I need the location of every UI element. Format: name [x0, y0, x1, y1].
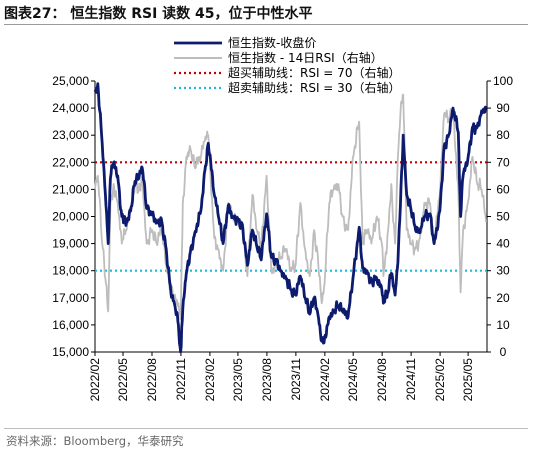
left-tick-label: 17,000: [52, 291, 89, 305]
chart-series: [93, 82, 488, 354]
right-tick-label: 60: [496, 182, 510, 196]
source-divider: [4, 428, 528, 429]
source-note: 资料来源：Bloomberg，华泰研究: [6, 434, 184, 448]
legend-overbought-label: 超买辅助线：RSI = 70（右轴）: [228, 65, 400, 80]
left-tick-label: 23,000: [52, 128, 89, 142]
left-tick-label: 20,000: [52, 210, 89, 224]
right-tick-label: 90: [496, 101, 510, 115]
left-tick-label: 16,000: [52, 318, 89, 332]
right-tick-label: 70: [496, 155, 510, 169]
x-tick-label: 2024/02: [318, 358, 332, 402]
rsi-series-line: [94, 93, 487, 321]
left-tick-label: 25,000: [52, 74, 89, 88]
right-tick-label: 100: [493, 74, 513, 88]
right-tick-label: 10: [496, 318, 510, 332]
x-tick-label: 2023/02: [203, 358, 217, 402]
legend-rsi-label: 恒生指数 - 14日RSI（右轴）: [228, 50, 383, 65]
legend-oversold-label: 超卖辅助线：RSI = 30（右轴）: [228, 80, 400, 95]
right-tick-label: 0: [500, 345, 507, 359]
left-tick-label: 22,000: [52, 155, 89, 169]
right-tick-label: 30: [496, 264, 510, 278]
x-tick-label: 2025/02: [433, 358, 447, 402]
left-tick-label: 21,000: [52, 182, 89, 196]
x-tick-label: 2024/11: [404, 358, 418, 401]
x-tick-label: 2022/08: [145, 358, 159, 402]
right-tick-label: 20: [496, 291, 510, 305]
left-tick-label: 24,000: [52, 101, 89, 115]
x-tick-label: 2023/11: [289, 358, 303, 401]
title-divider: [4, 24, 528, 25]
index-series-line: [93, 82, 488, 354]
chart-axes: 15,000 16,000 17,000 18,000 19,000 20,000 21,0…: [52, 74, 513, 401]
x-tick-label: 2024/05: [346, 358, 360, 402]
x-tick-label: 2024/08: [375, 358, 389, 402]
legend-index-label: 恒生指数-收盘价: [228, 35, 316, 50]
rsi-chart: 15,000 16,000 17,000 18,000 19,000 20,000 21,0…: [52, 35, 513, 401]
left-tick-label: 18,000: [52, 264, 89, 278]
x-tick-label: 2022/11: [174, 358, 188, 401]
x-tick-label: 2022/05: [116, 358, 130, 402]
right-tick-label: 40: [496, 237, 510, 251]
x-tick-label: 2022/02: [88, 358, 102, 402]
x-tick-label: 2023/08: [260, 358, 274, 402]
chart-title: 图表27： 恒生指数 RSI 读数 45，位于中性水平: [4, 6, 313, 22]
x-tick-label: 2025/05: [461, 358, 475, 402]
right-tick-label: 80: [496, 128, 510, 142]
left-tick-label: 19,000: [52, 237, 89, 251]
left-tick-label: 15,000: [52, 345, 89, 359]
right-tick-label: 50: [496, 210, 510, 224]
x-tick-label: 2023/05: [231, 358, 245, 402]
